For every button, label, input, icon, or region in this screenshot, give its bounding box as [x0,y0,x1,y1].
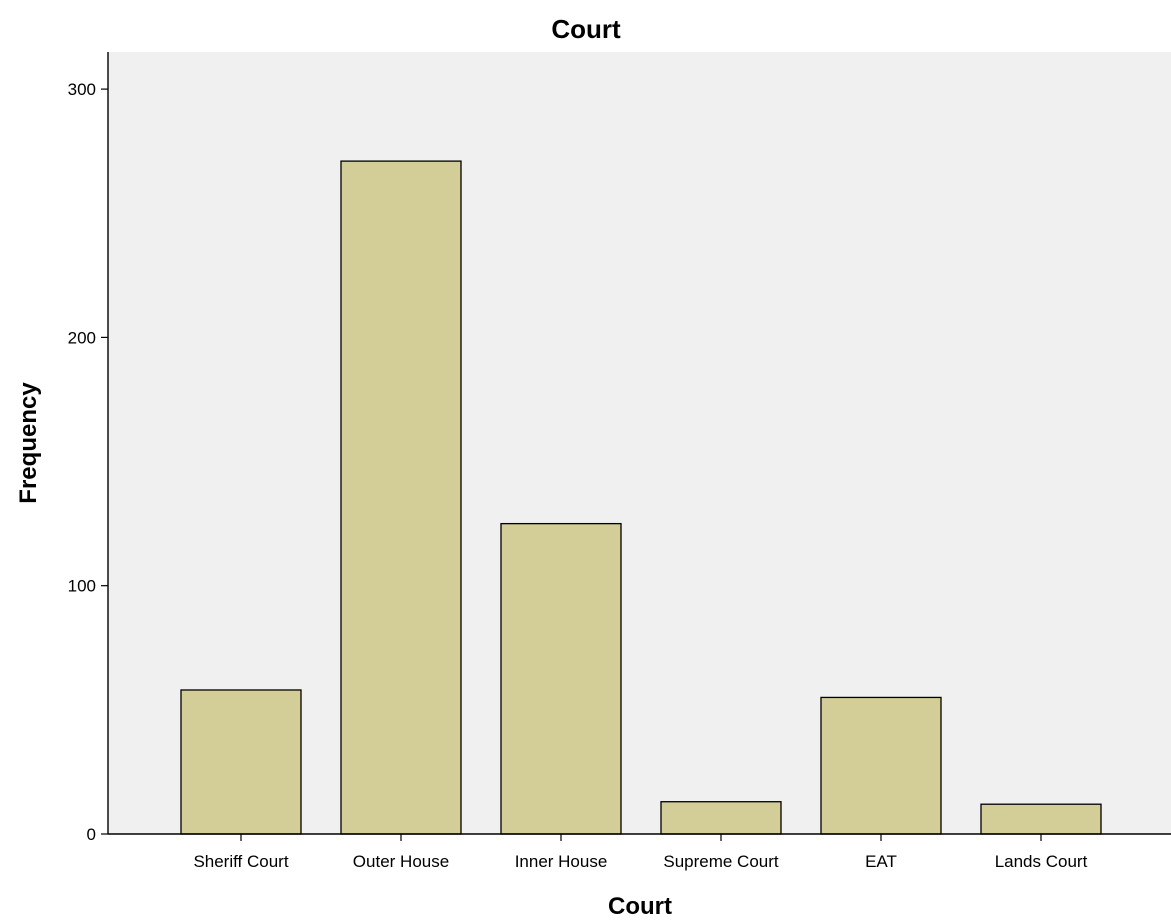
y-tick-label: 0 [87,825,96,844]
bar-outer-house [340,160,462,835]
chart-title: Court [551,14,621,44]
bar-inner-house [500,522,622,835]
x-axis-ticks: Sheriff Court Outer House Inner House Supre… [193,834,1088,871]
bars-group [180,160,1102,835]
x-tick-label: Outer House [353,852,449,871]
x-tick-label: Lands Court [995,852,1088,871]
y-tick-label: 100 [68,577,96,596]
bar-sheriff-court [180,689,302,835]
x-tick-label: EAT [865,852,897,871]
bar-eat [820,696,942,835]
y-tick-label: 200 [68,328,96,347]
bar-supreme-court [660,801,782,835]
y-tick-label: 300 [68,80,96,99]
y-axis-title: Frequency [15,382,42,504]
x-tick-label: Inner House [515,852,608,871]
x-tick-label: Supreme Court [663,852,779,871]
y-axis-ticks: 0 100 200 300 [68,80,108,844]
x-tick-label: Sheriff Court [193,852,288,871]
x-axis-title: Court [608,893,672,920]
bar-lands-court [980,803,1102,835]
